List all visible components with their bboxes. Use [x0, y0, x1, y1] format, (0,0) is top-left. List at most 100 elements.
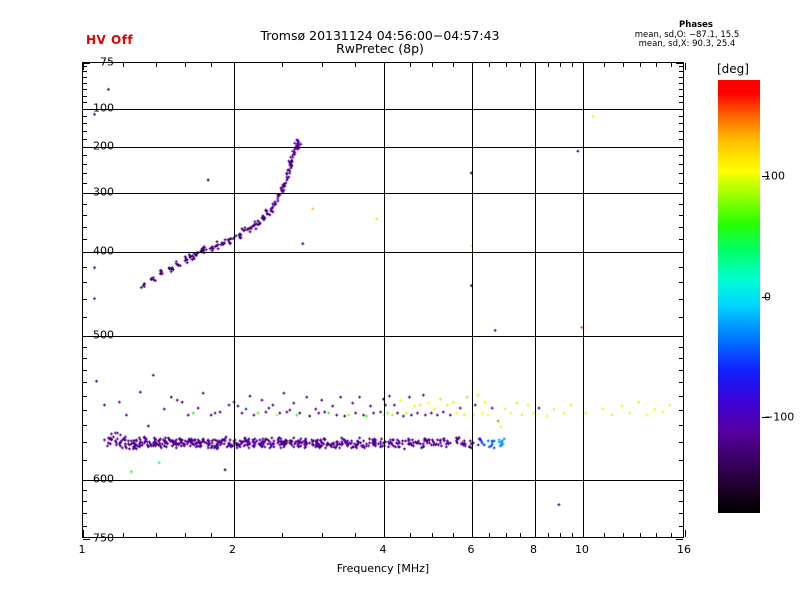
- x-axis-tick: [453, 63, 454, 67]
- phases-annotation-title: Phases: [679, 20, 713, 30]
- x-axis-tick: [489, 533, 490, 537]
- y-axis-tick: [679, 396, 683, 397]
- x-axis-tick: [623, 533, 624, 537]
- y-axis-tick: [83, 336, 90, 337]
- y-axis-tick-label: 75: [100, 55, 114, 69]
- y-axis-tick-label: 750: [93, 531, 114, 545]
- x-axis-tick-label: 6: [467, 543, 475, 556]
- y-axis-tick: [83, 139, 87, 140]
- y-axis-tick: [83, 358, 87, 359]
- y-axis-tick: [679, 370, 683, 371]
- y-axis-tick: [679, 425, 683, 426]
- y-axis-tick: [83, 460, 87, 461]
- colorbar-tick: [762, 297, 769, 298]
- x-axis-tick-label: 2: [229, 543, 236, 556]
- y-axis-tick: [83, 173, 87, 174]
- y-axis-tick: [679, 66, 683, 67]
- y-axis-tick: [83, 410, 87, 411]
- x-axis-tick: [384, 530, 385, 537]
- gridline-horizontal: [83, 480, 683, 481]
- x-axis-tick: [535, 530, 536, 537]
- y-axis-tick: [83, 204, 87, 205]
- x-axis-tick: [185, 533, 186, 537]
- y-axis-tick: [676, 336, 683, 337]
- x-axis-tick: [185, 63, 186, 67]
- x-axis-tick: [472, 63, 473, 70]
- y-axis-tick-label: 200: [93, 139, 114, 153]
- y-axis-tick: [679, 410, 683, 411]
- colorbar-gradient: [718, 80, 760, 513]
- x-axis-tick: [656, 533, 657, 537]
- y-axis-tick: [679, 358, 683, 359]
- x-axis-tick: [432, 533, 433, 537]
- y-axis-tick: [676, 480, 683, 481]
- y-axis-tick: [83, 252, 90, 253]
- x-axis-tick: [282, 63, 283, 67]
- colorbar-tick: [762, 417, 769, 418]
- x-axis-tick: [572, 533, 573, 537]
- y-axis-tick: [83, 164, 87, 165]
- y-axis-tick: [679, 89, 683, 90]
- x-axis-tick: [123, 533, 124, 537]
- scatter-data-canvas: [83, 63, 683, 537]
- y-axis-tick: [83, 396, 87, 397]
- y-axis-tick-label: 500: [93, 328, 114, 342]
- y-axis-tick-label: 300: [93, 185, 114, 199]
- y-axis-tick: [679, 227, 683, 228]
- x-axis-tick: [83, 530, 84, 537]
- x-axis-tick: [83, 63, 84, 70]
- y-axis-tick: [83, 526, 87, 527]
- y-axis-tick: [83, 539, 90, 540]
- y-axis-tick: [679, 96, 683, 97]
- plot-title-line1: Tromsø 20131124 04:56:00−04:57:43: [260, 28, 500, 43]
- x-axis-tick: [322, 533, 323, 537]
- y-axis-tick: [679, 183, 683, 184]
- x-axis-tick: [520, 63, 521, 67]
- hv-status-label: HV Off: [86, 33, 134, 47]
- y-axis-tick: [679, 215, 683, 216]
- plot-title-line2: RwPretec (8p): [336, 41, 424, 56]
- x-axis-tick: [355, 63, 356, 67]
- x-axis-tick: [548, 63, 549, 67]
- x-axis-tick: [535, 63, 536, 70]
- y-axis-tick: [679, 204, 683, 205]
- y-axis-tick: [83, 513, 87, 514]
- gridline-horizontal: [83, 336, 683, 337]
- x-axis-tick: [432, 63, 433, 67]
- gridline-horizontal: [83, 109, 683, 110]
- y-axis-tick: [676, 539, 683, 540]
- x-axis-tick-label: 1: [78, 543, 86, 556]
- y-axis-tick: [676, 63, 683, 64]
- y-axis-tick: [83, 109, 90, 110]
- y-axis-tick: [679, 164, 683, 165]
- y-axis-tick: [679, 139, 683, 140]
- y-axis-tick: [83, 131, 87, 132]
- x-axis-tick: [282, 533, 283, 537]
- gridline-horizontal: [83, 252, 683, 253]
- y-axis-tick: [679, 131, 683, 132]
- y-axis-tick: [83, 89, 87, 90]
- x-axis-tick-label: 10: [574, 543, 589, 556]
- x-axis-tick: [656, 63, 657, 67]
- y-axis-tick: [83, 193, 90, 194]
- x-axis-tick: [623, 63, 624, 67]
- x-axis-tick: [506, 63, 507, 67]
- y-axis-tick: [83, 71, 87, 72]
- x-axis-tick: [671, 533, 672, 537]
- x-axis-tick: [671, 63, 672, 67]
- y-axis-tick: [679, 173, 683, 174]
- x-axis-tick: [520, 533, 521, 537]
- y-axis-tick: [679, 382, 683, 383]
- x-axis-tick: [156, 63, 157, 67]
- y-axis-tick: [83, 77, 87, 78]
- y-axis-tick: [679, 347, 683, 348]
- y-axis-tick: [83, 490, 87, 491]
- y-axis-tick: [676, 147, 683, 148]
- x-axis-tick: [355, 533, 356, 537]
- gridline-vertical: [535, 63, 536, 537]
- y-axis-tick: [83, 155, 87, 156]
- x-axis-tick: [583, 63, 584, 70]
- y-axis-tick: [676, 109, 683, 110]
- x-axis-tick: [211, 533, 212, 537]
